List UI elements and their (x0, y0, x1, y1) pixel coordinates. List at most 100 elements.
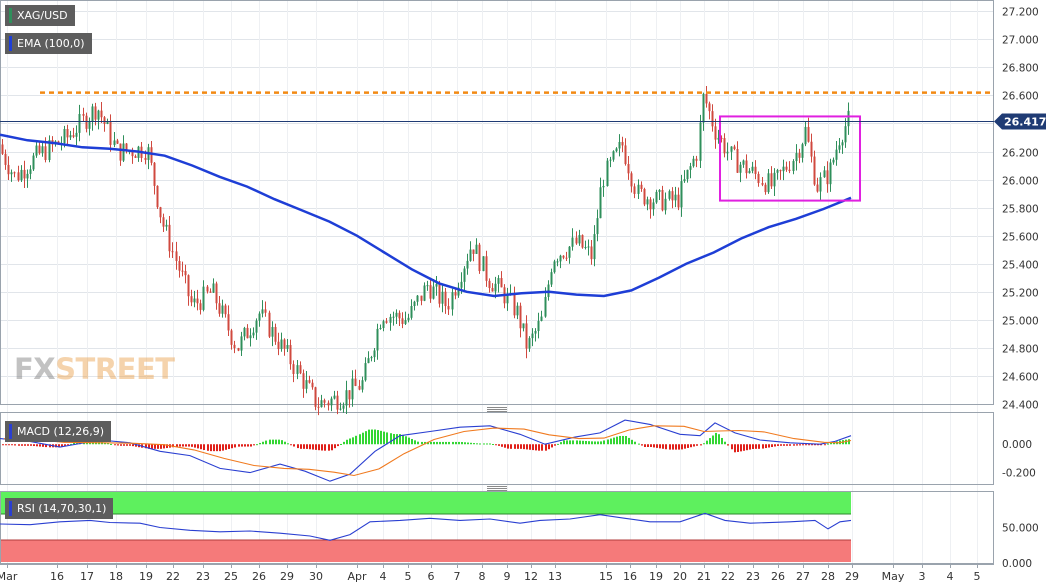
candle-bull (271, 327, 274, 337)
candle-bear (125, 143, 128, 151)
candle-bull (726, 151, 729, 154)
macd-hist-negative (5, 444, 7, 446)
candle-bull (320, 400, 323, 408)
candle-bull (748, 170, 751, 174)
time-tick-label: 23 (746, 570, 760, 583)
macd-hist-negative (18, 444, 20, 446)
candle-bear (562, 255, 565, 258)
candle-bear (401, 318, 404, 324)
candle-bear (246, 327, 249, 339)
macd-hist-negative (337, 444, 339, 447)
macd-hist-negative (774, 444, 776, 447)
candle-bear (429, 285, 432, 299)
candle-bear (723, 138, 726, 154)
candle-bear (711, 111, 714, 127)
ema-legend[interactable]: EMA (100,0) (5, 33, 92, 54)
candle-bull (482, 256, 485, 272)
macd-hist-negative (765, 444, 767, 449)
symbol-label: XAG/USD (17, 9, 68, 22)
candle-bull (165, 224, 168, 227)
price-tick-label: 26.800 (1002, 63, 1039, 75)
macd-hist-positive (359, 434, 361, 445)
candle-bull (243, 327, 246, 337)
macd-hist-negative (300, 444, 302, 449)
macd-hist-negative (120, 444, 122, 446)
candle-bull (333, 395, 336, 399)
candle-bear (444, 291, 447, 307)
candle-bull (540, 316, 543, 321)
macd-hist-negative (743, 444, 745, 451)
candle-bull (751, 166, 754, 171)
macd-resize-handle[interactable] (487, 407, 507, 412)
rsi-panel-border (0, 491, 994, 564)
candle-bull (407, 317, 410, 321)
price-tick-label: 25.200 (1002, 288, 1039, 300)
candle-bull (556, 261, 559, 263)
macd-legend[interactable]: MACD (12,26,9) (5, 421, 112, 442)
candle-bull (26, 173, 29, 179)
macd-hist-negative (219, 444, 221, 452)
macd-hist-negative (64, 444, 66, 446)
time-tick-label: 29 (845, 570, 859, 583)
macd-hist-negative (696, 444, 698, 446)
macd-hist-positive (275, 439, 277, 445)
rsi-resize-handle[interactable] (487, 486, 507, 491)
macd-label: MACD (12,26,9) (17, 425, 105, 438)
macd-hist-positive (848, 439, 850, 445)
candle-bull (804, 126, 807, 145)
candle-bull (339, 408, 342, 410)
macd-hist-negative (45, 444, 47, 448)
macd-hist-positive (448, 441, 450, 445)
macd-hist-negative (529, 444, 531, 450)
macd-hist-negative (771, 444, 773, 448)
ema-label: EMA (100,0) (17, 37, 85, 50)
rsi-label: RSI (14,70,30,1) (17, 502, 107, 515)
macd-hist-negative (157, 444, 159, 449)
candle-bull (280, 339, 283, 350)
candle-bull (367, 358, 370, 364)
macd-hist-positive (281, 440, 283, 445)
macd-hist-positive (464, 442, 466, 445)
candle-bear (227, 314, 230, 331)
candle-bear (94, 106, 97, 120)
candle-bull (88, 121, 91, 129)
macd-hist-negative (318, 444, 320, 451)
macd-hist-negative (758, 444, 760, 449)
macd-hist-negative (328, 444, 330, 451)
candle-bull (593, 234, 596, 260)
candle-bull (692, 158, 695, 167)
price-tick-label: 27.200 (1002, 7, 1039, 19)
symbol-swatch (9, 8, 12, 23)
time-tick-label: Mar (0, 570, 18, 583)
macd-hist-negative (700, 444, 702, 446)
time-tick-label: 30 (309, 570, 323, 583)
candle-bull (602, 185, 605, 188)
macd-hist-positive (706, 440, 708, 445)
time-tick-label: 7 (454, 570, 461, 583)
candle-bull (376, 328, 379, 351)
candle-bear (454, 292, 457, 296)
symbol-legend[interactable]: XAG/USD (5, 5, 75, 26)
candle-bear (491, 287, 494, 292)
candle-bull (296, 365, 299, 374)
candle-bear (624, 145, 627, 165)
candle-bear (478, 244, 481, 272)
macd-hist-positive (709, 438, 711, 445)
macd-hist-negative (653, 444, 655, 448)
macd-hist-negative (207, 444, 209, 451)
candle-bear (230, 330, 233, 345)
ema-swatch (9, 36, 12, 51)
candle-bear (677, 194, 680, 208)
rsi-legend[interactable]: RSI (14,70,30,1) (5, 498, 114, 519)
candle-bear (813, 156, 816, 185)
macd-hist-negative (796, 444, 798, 446)
time-tick-label: 8 (479, 570, 486, 583)
candle-bear (525, 323, 528, 349)
macd-hist-negative (548, 444, 550, 450)
macd-hist-positive (721, 437, 723, 445)
candle-bear (44, 146, 47, 160)
time-tick-label: Apr (347, 570, 367, 583)
fxstreet-logo: FXSTREET (14, 352, 175, 386)
macd-hist-positive (628, 437, 630, 445)
candle-bear (736, 149, 739, 173)
